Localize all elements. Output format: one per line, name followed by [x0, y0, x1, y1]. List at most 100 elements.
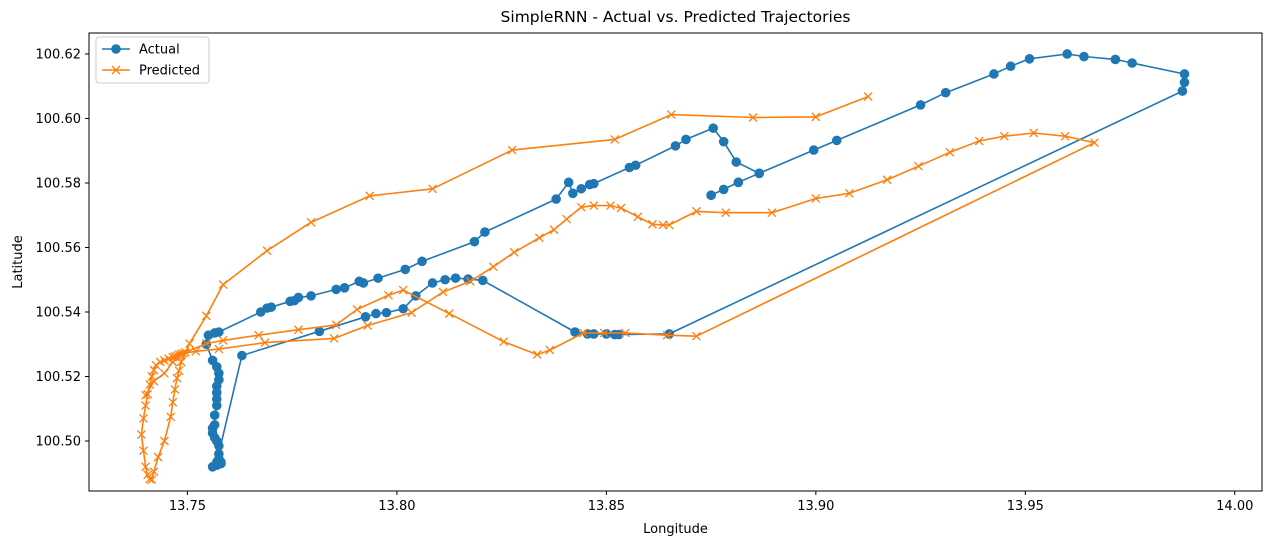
series-predicted-point — [616, 203, 626, 213]
series-actual-point — [427, 278, 438, 288]
series-actual-point — [360, 312, 371, 322]
legend: Actual Predicted — [95, 36, 210, 84]
series-predicted-point — [499, 337, 509, 347]
series-predicted-point — [331, 320, 341, 330]
legend-entry-actual: Actual — [102, 43, 180, 58]
y-tick-label: 100.52 — [36, 370, 82, 385]
series-predicted-point — [428, 184, 437, 194]
series-actual-point — [589, 329, 599, 339]
series-actual-point — [940, 87, 951, 98]
series-layer — [136, 49, 1190, 485]
series-actual-point — [915, 100, 926, 110]
series-actual-point — [1079, 51, 1089, 62]
series-predicted-point — [254, 330, 264, 340]
series-predicted-point — [218, 335, 228, 345]
series-predicted-point — [562, 214, 572, 224]
series-actual-point — [255, 307, 266, 317]
series-predicted-point — [185, 339, 195, 349]
legend-actual-label: Actual — [139, 43, 180, 58]
series-actual-point — [670, 141, 681, 151]
series-predicted-point — [178, 348, 188, 358]
series-predicted-point — [365, 191, 375, 201]
series-predicted-point — [143, 389, 153, 399]
y-tick-label: 100.58 — [36, 176, 82, 191]
series-predicted-point — [438, 287, 448, 297]
series-predicted-point — [444, 309, 454, 319]
series-actual-point — [1110, 54, 1121, 65]
series-predicted-point — [149, 365, 159, 375]
series-actual-point — [1127, 58, 1137, 68]
x-tick-label: 13.90 — [797, 499, 834, 514]
series-predicted-point — [507, 145, 517, 155]
series-actual-point — [568, 188, 578, 199]
series-predicted-point — [201, 311, 211, 321]
series-actual-point — [417, 256, 427, 267]
series-predicted-point — [141, 401, 151, 410]
series-predicted-point — [151, 360, 161, 370]
series-actual-point — [706, 190, 716, 201]
series-actual — [201, 49, 1190, 472]
series-actual-point — [203, 330, 214, 341]
series-predicted-point — [260, 338, 270, 348]
series-predicted-point — [363, 321, 373, 330]
series-actual-point — [1179, 69, 1190, 79]
series-predicted-point — [145, 474, 155, 484]
series-predicted-point — [141, 462, 151, 472]
series-actual-point — [480, 227, 490, 237]
series-predicted-point — [576, 202, 586, 212]
series-actual-point — [211, 400, 222, 411]
series-predicted-point — [384, 290, 393, 300]
series-predicted-point — [141, 390, 151, 400]
series-predicted-point — [664, 220, 674, 230]
y-tick-label: 100.54 — [36, 305, 82, 320]
series-predicted-point — [1060, 131, 1070, 141]
series-actual-point — [718, 136, 729, 147]
series-actual-point — [708, 123, 719, 133]
series-actual-point — [306, 291, 316, 301]
series-predicted-point — [662, 330, 672, 340]
legend-predicted-marker-shape — [111, 65, 121, 75]
series-predicted-point — [168, 397, 178, 407]
series-actual-point — [469, 236, 480, 247]
series-predicted-point — [159, 436, 169, 446]
x-tick-label: 13.80 — [378, 499, 415, 514]
series-actual-point — [1005, 61, 1016, 72]
plot-frame — [88, 32, 1263, 492]
x-axis-ticks: 13.75 13.80 13.85 13.90 13.95 14.00 — [169, 491, 1253, 514]
series-predicted-point — [974, 136, 984, 146]
series-predicted-point — [620, 328, 630, 338]
series-predicted-point — [166, 412, 176, 422]
series-actual-point — [211, 457, 222, 467]
series-predicted-point — [534, 233, 544, 243]
series-predicted-point — [294, 325, 303, 335]
series-actual-point — [1062, 49, 1072, 59]
series-predicted-point — [170, 384, 180, 394]
chart-title: SimpleRNN - Actual vs. Predicted Traject… — [501, 8, 851, 26]
series-predicted-point — [407, 308, 417, 318]
series-predicted-point — [143, 470, 153, 480]
series-actual-point — [808, 145, 819, 155]
series-predicted-point — [147, 372, 157, 381]
series-actual-point — [371, 308, 381, 319]
series-predicted-point — [139, 446, 148, 456]
series-actual-point — [733, 177, 744, 188]
series-predicted-point — [647, 219, 657, 229]
x-axis-label: Longitude — [643, 522, 708, 537]
series-predicted-point — [691, 331, 701, 341]
series-actual-point — [373, 273, 383, 283]
series-actual-point — [831, 135, 842, 146]
series-actual-point — [614, 329, 624, 340]
series-predicted-point — [914, 161, 923, 171]
series-predicted-point — [159, 368, 169, 378]
series-actual-point — [563, 177, 574, 188]
series-predicted-point — [589, 201, 599, 211]
series-actual-point — [731, 157, 742, 167]
series-predicted-point — [172, 373, 182, 383]
series-predicted-point — [999, 131, 1009, 141]
series-predicted-point — [214, 344, 224, 354]
series-actual-point — [989, 69, 999, 79]
series-predicted-point — [844, 188, 854, 198]
series-predicted-point — [139, 413, 148, 423]
series-predicted-point — [767, 208, 777, 218]
